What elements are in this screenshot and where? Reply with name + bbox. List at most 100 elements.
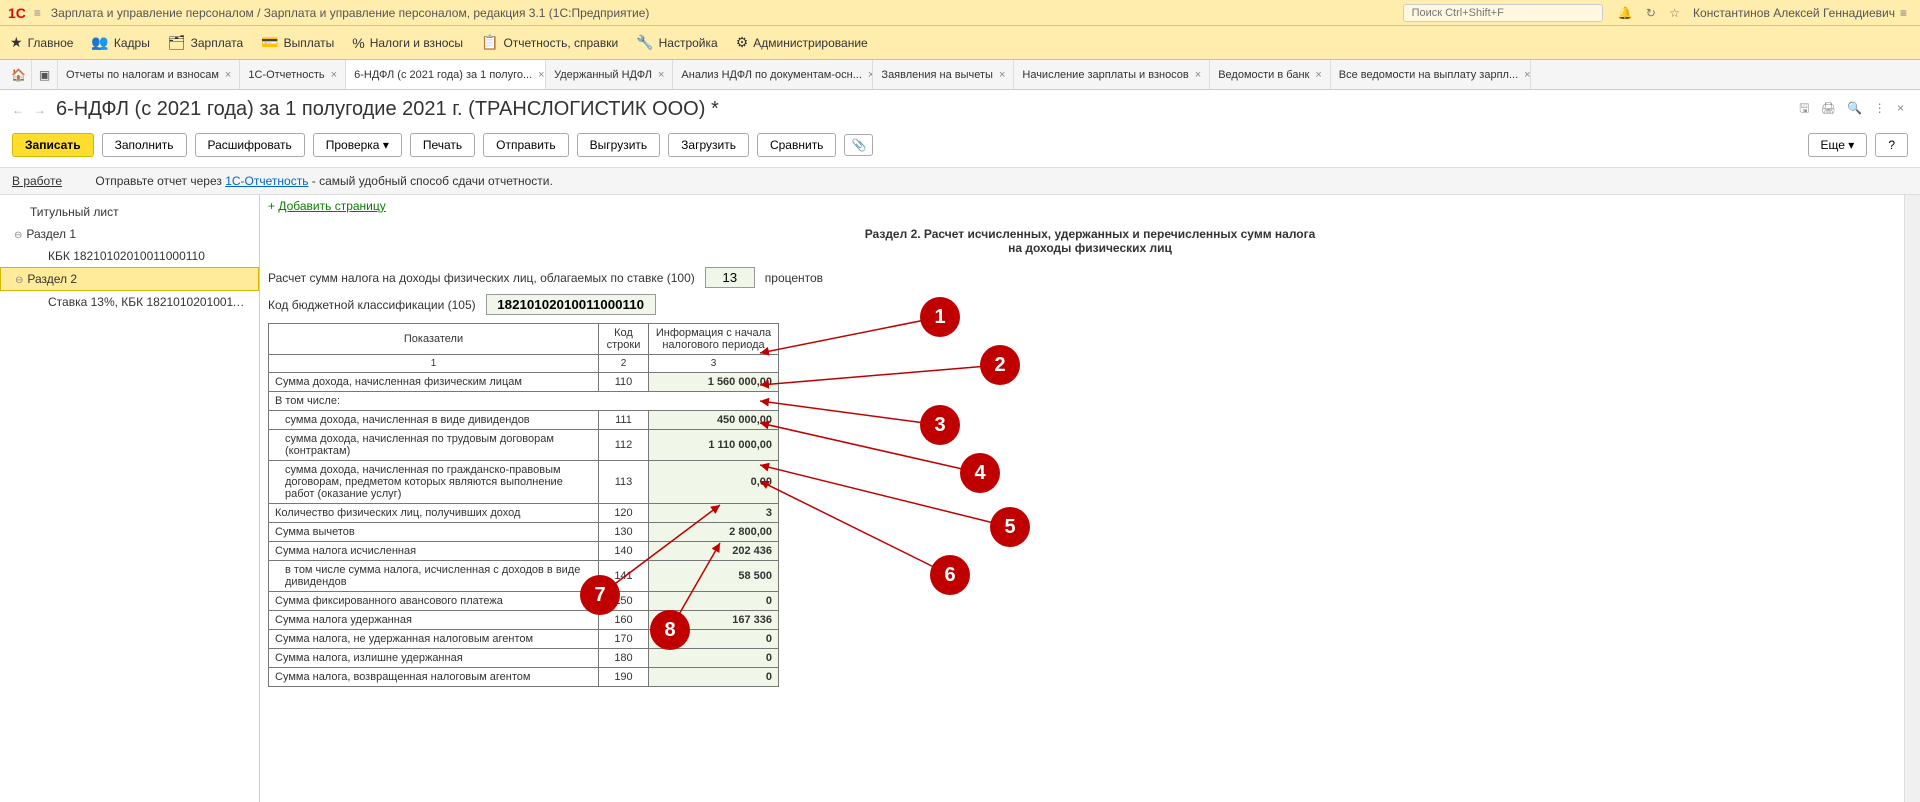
section-title: Раздел 2. Расчет исчисленных, удержанных…: [268, 227, 1912, 255]
table-row: Количество физических лиц, получивших до…: [269, 504, 779, 523]
star-icon: ★: [10, 34, 23, 51]
col-header-3: Информация с начала налогового периода: [649, 324, 779, 355]
callout-badge: 7: [580, 575, 620, 615]
windows-icon[interactable]: ▣: [32, 60, 58, 89]
sidebar-section2[interactable]: Раздел 2: [0, 267, 259, 291]
value-cell[interactable]: 202 436: [649, 542, 779, 561]
close-icon[interactable]: ×: [1315, 69, 1321, 81]
tab[interactable]: Начисление зарплаты и взносов×: [1014, 60, 1210, 89]
close-icon[interactable]: ×: [999, 69, 1005, 81]
statusbar: В работе Отправьте отчет через 1С-Отчетн…: [0, 167, 1920, 195]
value-cell[interactable]: 0: [649, 592, 779, 611]
history-icon[interactable]: ↻: [1646, 6, 1656, 20]
value-cell[interactable]: 0: [649, 649, 779, 668]
close-icon[interactable]: ×: [1897, 101, 1904, 115]
close-icon[interactable]: ×: [538, 69, 544, 81]
table-row: Сумма вычетов1302 800,00: [269, 523, 779, 542]
more-icon[interactable]: ⋮: [1874, 101, 1886, 115]
titlebar: 1С ≡ Зарплата и управление персоналом / …: [0, 0, 1920, 26]
tab[interactable]: 6-НДФЛ (с 2021 года) за 1 полуго...×: [346, 60, 546, 89]
value-cell[interactable]: 1 560 000,00: [649, 373, 779, 392]
workspace: Титульный лист Раздел 1 КБК 182101020100…: [0, 195, 1920, 802]
value-cell[interactable]: 450 000,00: [649, 411, 779, 430]
help-button[interactable]: ?: [1875, 133, 1908, 157]
sidebar-kbk1[interactable]: КБК 18210102010011000110: [0, 245, 259, 267]
sidebar: Титульный лист Раздел 1 КБК 182101020100…: [0, 195, 260, 802]
table-row: сумма дохода, начисленная по трудовым до…: [269, 430, 779, 461]
close-icon[interactable]: ×: [658, 69, 664, 81]
menu-icon[interactable]: ≡: [1900, 6, 1907, 20]
nav-back-icon[interactable]: ←: [12, 103, 24, 117]
rate-input[interactable]: [705, 267, 755, 288]
write-button[interactable]: Записать: [12, 133, 94, 157]
menu-settings[interactable]: 🔧Настройка: [636, 34, 718, 51]
burger-icon[interactable]: ≡: [34, 6, 41, 20]
user-name[interactable]: Константинов Алексей Геннадиевич: [1693, 6, 1895, 20]
star-icon[interactable]: ☆: [1669, 6, 1680, 20]
import-button[interactable]: Загрузить: [668, 133, 749, 157]
home-icon[interactable]: 🏠: [6, 60, 32, 89]
preview-icon[interactable]: 🔍: [1847, 101, 1862, 115]
tab[interactable]: Ведомости в банк×: [1210, 60, 1331, 89]
close-icon[interactable]: ×: [1524, 69, 1530, 81]
tab[interactable]: Заявления на вычеты×: [873, 60, 1014, 89]
print-icon[interactable]: 🖨: [1821, 101, 1836, 115]
kbk-input[interactable]: [486, 294, 656, 315]
tab[interactable]: 1С-Отчетность×: [240, 60, 346, 89]
table-row: Сумма налога удержанная160167 336: [269, 611, 779, 630]
tab[interactable]: Анализ НДФЛ по документам-осн...×: [673, 60, 873, 89]
value-cell[interactable]: 0: [649, 668, 779, 687]
value-cell[interactable]: 1 110 000,00: [649, 430, 779, 461]
value-cell[interactable]: 3: [649, 504, 779, 523]
sidebar-rate-kbk[interactable]: Ставка 13%, КБК 18210102010011000...: [0, 291, 259, 313]
menu-kadry[interactable]: 👥Кадры: [91, 34, 149, 51]
more-button[interactable]: Еще ▾: [1808, 133, 1868, 157]
bell-icon[interactable]: 🔔: [1618, 6, 1633, 20]
table-row: Сумма дохода, начисленная физическим лиц…: [269, 373, 779, 392]
compare-button[interactable]: Сравнить: [757, 133, 836, 157]
sidebar-title-page[interactable]: Титульный лист: [0, 201, 259, 223]
tab[interactable]: Все ведомости на выплату зарпл...×: [1331, 60, 1531, 89]
search-input[interactable]: [1403, 4, 1603, 22]
close-icon[interactable]: ×: [1195, 69, 1201, 81]
scrollbar[interactable]: [1904, 195, 1920, 802]
menu-nalogi[interactable]: %Налоги и взносы: [352, 35, 463, 51]
nav-fwd-icon[interactable]: →: [34, 103, 46, 117]
attach-icon[interactable]: 📎: [844, 134, 873, 156]
value-cell[interactable]: 0,00: [649, 461, 779, 504]
value-cell[interactable]: 2 800,00: [649, 523, 779, 542]
send-button[interactable]: Отправить: [483, 133, 569, 157]
add-page-link[interactable]: Добавить страницу: [268, 199, 386, 213]
percent-icon: %: [352, 35, 364, 51]
rate-suffix: процентов: [765, 271, 823, 285]
check-button[interactable]: Проверка ▾: [313, 133, 402, 157]
menu-otchet[interactable]: 📋Отчетность, справки: [481, 34, 618, 51]
close-icon[interactable]: ×: [331, 69, 337, 81]
callout-badge: 4: [960, 453, 1000, 493]
people-icon: 👥: [91, 34, 108, 51]
close-icon[interactable]: ×: [225, 69, 231, 81]
fill-button[interactable]: Заполнить: [102, 133, 187, 157]
table-row: Сумма налога исчисленная140202 436: [269, 542, 779, 561]
decode-button[interactable]: Расшифровать: [195, 133, 305, 157]
status-label[interactable]: В работе: [12, 174, 62, 188]
menu-admin[interactable]: ⚙Администрирование: [736, 34, 868, 51]
sidebar-section1[interactable]: Раздел 1: [0, 223, 259, 245]
hint-post: - самый удобный способ сдачи отчетности.: [308, 174, 552, 188]
card-icon: 💳: [261, 34, 278, 51]
tab[interactable]: Отчеты по налогам и взносам×: [58, 60, 240, 89]
value-cell[interactable]: 58 500: [649, 561, 779, 592]
table-row: В том числе:: [269, 392, 779, 411]
tab[interactable]: Удержанный НДФЛ×: [546, 60, 673, 89]
menu-main[interactable]: ★Главное: [10, 34, 73, 51]
export-button[interactable]: Выгрузить: [577, 133, 661, 157]
callout-badge: 6: [930, 555, 970, 595]
menu-vyplaty[interactable]: 💳Выплаты: [261, 34, 334, 51]
print-button[interactable]: Печать: [410, 133, 475, 157]
table-row: Сумма фиксированного авансового платежа1…: [269, 592, 779, 611]
save-icon[interactable]: 🖫: [1799, 101, 1809, 115]
col-header-2: Код строки: [599, 324, 649, 355]
menu-zarplata[interactable]: 🗂Зарплата: [168, 34, 243, 51]
table-row: Сумма налога, возвращенная налоговым аге…: [269, 668, 779, 687]
hint-link[interactable]: 1С-Отчетность: [225, 174, 308, 188]
